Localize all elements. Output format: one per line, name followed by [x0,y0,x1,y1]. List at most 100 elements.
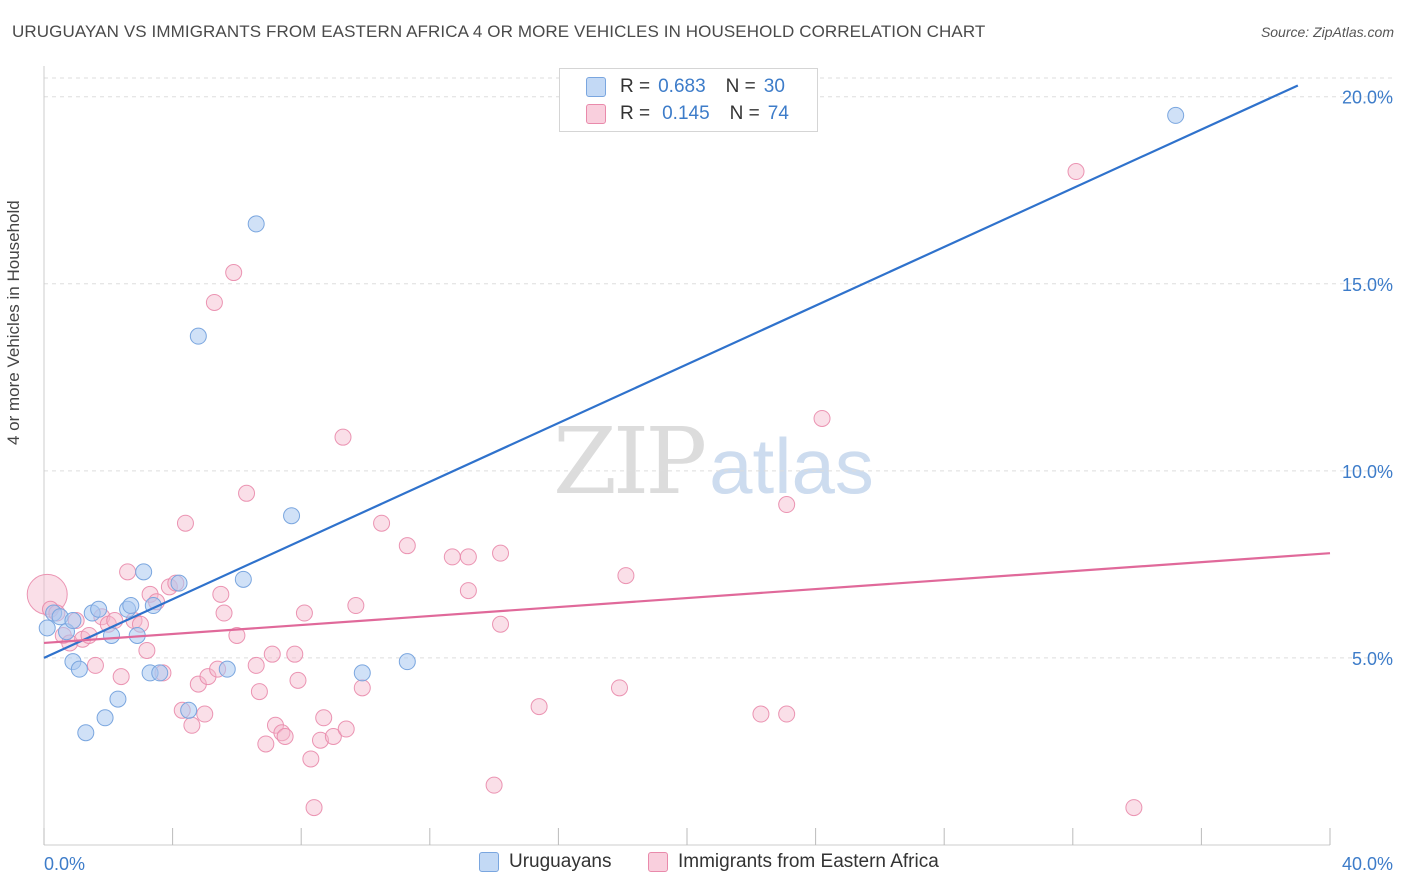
chart-title: URUGUAYAN VS IMMIGRANTS FROM EASTERN AFR… [12,22,986,41]
y-tick-label: 20.0% [1342,88,1393,108]
data-point-immigrants [813,409,831,427]
data-point-uruguayans [1167,106,1185,124]
data-point-immigrants [119,563,137,581]
y-tick-label: 5.0% [1352,649,1393,669]
data-point-immigrants [183,716,201,734]
data-point-immigrants [398,537,416,555]
x-tick-label: 40.0% [1342,854,1393,874]
data-point-uruguayans [218,660,236,678]
legend-n-label: N = [729,103,760,124]
data-point-immigrants [337,720,355,738]
correlation-legend: R = 0.683 N = 30 R = 0.145 N = 74 [559,68,818,132]
data-point-immigrants [196,705,214,723]
data-point-immigrants [263,645,281,663]
data-point-immigrants [257,735,275,753]
data-point-immigrants [373,514,391,532]
watermark-atlas: atlas [709,422,874,510]
axes [43,66,1331,846]
legend-r-label: R = [620,76,651,97]
series-immigrants-eastern-africa [26,163,1143,817]
legend-item-immigrants: Immigrants from Eastern Africa [648,851,939,873]
legend-swatch-pink [648,852,668,872]
series-uruguayans [38,106,1185,742]
y-tick-label: 10.0% [1342,462,1393,482]
data-point-immigrants [353,679,371,697]
data-point-uruguayans [109,690,127,708]
legend-swatch-blue [479,852,499,872]
legend-label-uruguayans: Uruguayans [509,851,612,872]
legend-item-uruguayans: Uruguayans [479,851,611,873]
data-point-immigrants [459,548,477,566]
data-point-uruguayans [135,563,153,581]
data-point-immigrants [225,264,243,282]
data-point-immigrants [778,705,796,723]
legend-n-value: 74 [767,103,789,124]
legend-r-label: R = [620,103,651,124]
watermark-zip: ZIP [553,408,707,515]
data-point-uruguayans [283,507,301,525]
legend-r-value: 0.683 [658,76,706,97]
data-point-immigrants [112,668,130,686]
data-point-immigrants [286,645,304,663]
data-point-immigrants [530,698,548,716]
data-point-immigrants [347,597,365,615]
data-point-uruguayans [180,701,198,719]
data-point-immigrants [778,496,796,514]
data-point-immigrants [315,709,333,727]
data-point-uruguayans [96,709,114,727]
legend-swatch-blue [586,77,606,97]
data-point-uruguayans [398,653,416,671]
x-tick-label: 0.0% [44,854,85,874]
data-point-uruguayans [90,600,108,618]
data-point-immigrants [459,582,477,600]
data-point-uruguayans [151,664,169,682]
data-point-immigrants [334,428,352,446]
data-point-immigrants [492,615,510,633]
data-point-immigrants [247,656,265,674]
y-axis-label: 4 or more Vehicles in Household [4,200,23,445]
data-point-immigrants [295,604,313,622]
data-point-immigrants [205,293,223,311]
legend-r-value: 0.145 [662,103,710,124]
data-point-immigrants [302,750,320,768]
data-point-immigrants [1067,163,1085,181]
legend-n-value: 30 [763,76,785,97]
watermark: ZIPatlas [553,408,874,515]
trend-line-immigrants [43,552,1331,645]
data-point-uruguayans [170,574,188,592]
data-point-uruguayans [189,327,207,345]
trend-line-uruguayans [43,84,1299,659]
legend-swatch-pink [586,104,606,124]
data-point-immigrants [176,514,194,532]
data-point-immigrants [311,731,329,749]
data-point-immigrants [289,671,307,689]
data-point-immigrants [617,567,635,585]
data-point-uruguayans [353,664,371,682]
data-point-immigrants [1125,799,1143,817]
data-point-immigrants [138,641,156,659]
data-point-uruguayans [122,597,140,615]
tick-labels: 5.0% 10.0% 15.0% 20.0% 0.0% 40.0% [44,88,1393,874]
data-point-uruguayans [70,660,88,678]
data-point-immigrants [492,544,510,562]
data-point-immigrants [250,683,268,701]
series-legend: Uruguayans Immigrants from Eastern Afric… [0,851,1406,877]
data-point-uruguayans [234,570,252,588]
data-point-uruguayans [38,619,56,637]
legend-row-uruguayans: R = 0.683 N = 30 [586,75,793,99]
data-point-immigrants [212,585,230,603]
trend-lines [43,84,1331,659]
data-point-uruguayans [64,612,82,630]
data-point-immigrants [86,656,104,674]
gridlines [44,77,1392,659]
source-label: Source: ZipAtlas.com [1260,24,1394,40]
legend-label-immigrants: Immigrants from Eastern Africa [678,851,939,872]
data-point-immigrants [324,727,342,745]
data-point-immigrants [443,548,461,566]
data-point-immigrants [215,604,233,622]
data-point-immigrants [485,776,503,794]
data-point-immigrants [752,705,770,723]
data-point-uruguayans [247,215,265,233]
data-point-uruguayans [77,724,95,742]
